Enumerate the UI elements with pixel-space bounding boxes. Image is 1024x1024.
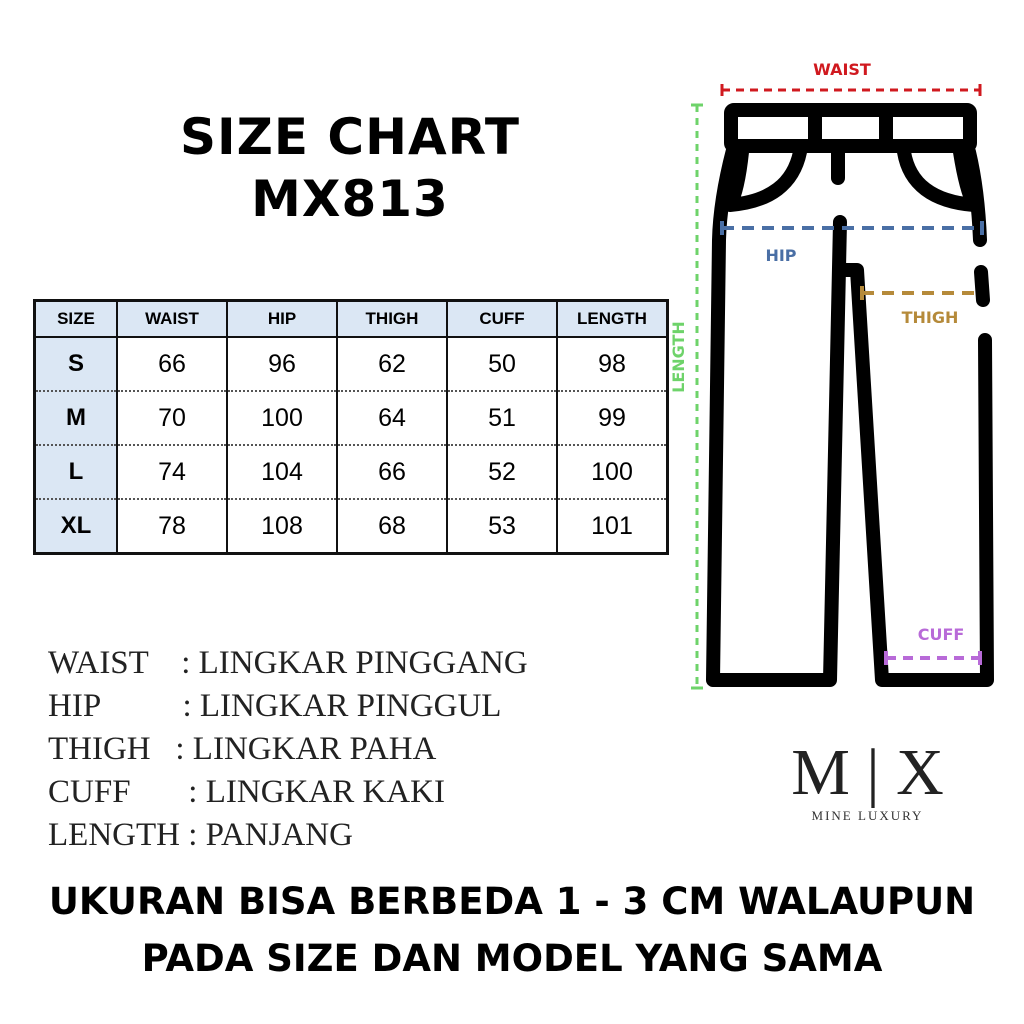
value-cell: 78 xyxy=(116,499,228,554)
value-cell: 74 xyxy=(116,445,228,500)
size-cell: M xyxy=(33,391,118,446)
size-cell: XL xyxy=(33,499,118,554)
value-cell: 51 xyxy=(446,391,558,446)
legend-item: WAIST : LINGKAR PINGGANG xyxy=(48,645,528,681)
column-header: HIP xyxy=(226,299,338,338)
cuff-label: CUFF xyxy=(918,625,965,644)
table-row: S 66 96 62 50 98 xyxy=(33,337,669,392)
legend-item: CUFF : LINGKAR KAKI xyxy=(48,774,445,810)
title-line-1: SIZE CHART xyxy=(179,108,521,166)
logo-mark: M | X xyxy=(791,736,944,809)
value-cell: 100 xyxy=(556,445,669,500)
value-cell: 50 xyxy=(446,337,558,392)
column-header: THIGH xyxy=(336,299,448,338)
table-row: XL 78 108 68 53 101 xyxy=(33,499,669,554)
size-table: SIZE WAIST HIP THIGH CUFF LENGTH S 66 96 62 50 98 M… xyxy=(33,299,669,555)
length-label: LENGTH xyxy=(669,321,688,393)
column-header: WAIST xyxy=(116,299,228,338)
table-header-row: SIZE WAIST HIP THIGH CUFF LENGTH xyxy=(33,299,669,338)
column-header: SIZE xyxy=(33,299,118,338)
value-cell: 62 xyxy=(336,337,448,392)
waist-label: WAIST xyxy=(813,60,871,79)
value-cell: 98 xyxy=(556,337,669,392)
value-cell: 66 xyxy=(336,445,448,500)
brand-logo: M | X MINE LUXURY xyxy=(785,738,950,824)
disclaimer-line-2: PADA SIZE DAN MODEL YANG SAMA xyxy=(141,937,883,980)
legend-item: LENGTH : PANJANG xyxy=(48,817,353,853)
pants-outline-icon xyxy=(706,103,994,687)
column-header: LENGTH xyxy=(556,299,669,338)
thigh-label: THIGH xyxy=(902,308,959,327)
value-cell: 52 xyxy=(446,445,558,500)
disclaimer-line-1: UKURAN BISA BERBEDA 1 - 3 CM WALAUPUN xyxy=(48,880,976,923)
value-cell: 64 xyxy=(336,391,448,446)
size-cell: S xyxy=(33,337,118,392)
column-header: CUFF xyxy=(446,299,558,338)
value-cell: 96 xyxy=(226,337,338,392)
value-cell: 101 xyxy=(556,499,669,554)
value-cell: 99 xyxy=(556,391,669,446)
value-cell: 100 xyxy=(226,391,338,446)
value-cell: 68 xyxy=(336,499,448,554)
logo-name: MINE LUXURY xyxy=(811,808,924,823)
title-model-code: MX813 xyxy=(251,170,449,228)
value-cell: 53 xyxy=(446,499,558,554)
value-cell: 70 xyxy=(116,391,228,446)
hip-label: HIP xyxy=(765,246,796,265)
table-row: M 70 100 64 51 99 xyxy=(33,391,669,446)
legend-item: THIGH : LINGKAR PAHA xyxy=(48,731,437,767)
table-row: L 74 104 66 52 100 xyxy=(33,445,669,500)
legend: WAIST : LINGKAR PINGGANG HIP : LINGKAR P… xyxy=(48,642,528,857)
value-cell: 104 xyxy=(226,445,338,500)
size-cell: L xyxy=(33,445,118,500)
value-cell: 108 xyxy=(226,499,338,554)
legend-item: HIP : LINGKAR PINGGUL xyxy=(48,688,502,724)
value-cell: 66 xyxy=(116,337,228,392)
